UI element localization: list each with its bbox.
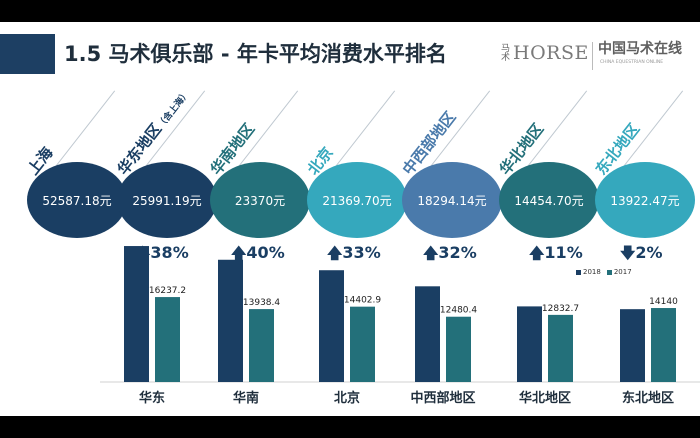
region-fee-bubble: 52587.18元 xyxy=(27,162,127,238)
china-equestrian-logo-en: CHINA EQUESTRIAN ONLINE xyxy=(600,60,664,65)
bar-2017-华东 xyxy=(155,297,180,382)
horse-logo-text: HORSE xyxy=(513,42,589,64)
bar-2017-中西部地区 xyxy=(446,316,471,382)
page-title: 1.5 马术俱乐部 - 年卡平均消费水平排名 xyxy=(64,42,447,66)
growth-indicator: 🡅40% xyxy=(231,243,285,268)
growth-value: 11% xyxy=(544,243,583,262)
region-fee-bubble: 14454.70元 xyxy=(499,162,599,238)
bar-2018-东北地区 xyxy=(620,309,645,382)
title-accent-bar xyxy=(0,34,55,74)
region-fee-bubble: 21369.70元 xyxy=(307,162,407,238)
growth-value: 32% xyxy=(438,243,477,262)
bar-2018-北京 xyxy=(319,270,344,382)
bar-2017-华北地区 xyxy=(548,314,573,382)
slide: 1.5 马术俱乐部 - 年卡平均消费水平排名 马术 HORSE 中国马术在线 CH… xyxy=(0,22,700,416)
x-tick-label: 华北地区 xyxy=(519,390,571,406)
growth-value: 40% xyxy=(246,243,285,262)
bar-2017-北京 xyxy=(350,306,375,382)
growth-indicator: 🡇2% xyxy=(620,243,663,268)
region-fee-bubble: 18294.14元 xyxy=(402,162,502,238)
bar-2017-华南 xyxy=(249,309,274,382)
x-tick-label: 东北地区 xyxy=(622,390,674,406)
arrow-up-icon: 🡅 xyxy=(529,244,545,262)
region-fee-bubble: 25991.19元 xyxy=(117,162,217,238)
data-label-2017: 12480.4 xyxy=(440,306,477,316)
data-label-2017: 13938.4 xyxy=(243,298,280,308)
growth-indicator: 🡅11% xyxy=(529,243,583,268)
data-label-2017: 12832.7 xyxy=(542,304,579,314)
arrow-up-icon: 🡅 xyxy=(423,244,439,262)
bar-2018-华北地区 xyxy=(517,306,542,382)
growth-indicator: 🡅32% xyxy=(423,243,477,268)
data-label-2017: 16237.2 xyxy=(149,286,186,296)
growth-indicator: 🡅33% xyxy=(327,243,381,268)
data-label-2017: 14402.9 xyxy=(344,296,381,306)
china-equestrian-logo: 中国马术在线 xyxy=(598,41,682,57)
logo-divider xyxy=(592,42,593,70)
horse-logo-prefix: 马术 xyxy=(501,44,511,63)
region-fee-bubble: 23370元 xyxy=(210,162,310,238)
bar-2018-华南 xyxy=(218,259,243,382)
growth-value: 2% xyxy=(635,243,663,262)
bar-2018-华东 xyxy=(124,246,149,382)
data-label-2017: 14140 xyxy=(649,297,678,307)
legend-2018: 2018 xyxy=(576,268,601,276)
arrow-up-icon: 🡅 xyxy=(231,244,247,262)
growth-value: 33% xyxy=(342,243,381,262)
x-tick-label: 中西部地区 xyxy=(410,390,475,406)
bar-chart: 16237.2 华东 13938.4 华南 14402.9 北京 12480.4 中西部地区 1… xyxy=(100,246,700,406)
x-tick-label: 华南 xyxy=(233,390,259,406)
arrow-down-icon: 🡇 xyxy=(620,244,636,262)
growth-value: 38% xyxy=(150,243,189,262)
bar-2017-东北地区 xyxy=(651,308,676,382)
x-tick-label: 华东 xyxy=(139,390,165,406)
bar-2018-中西部地区 xyxy=(415,286,440,382)
region-fee-bubble: 13922.47元 xyxy=(595,162,695,238)
arrow-up-icon: 🡅 xyxy=(327,244,343,262)
x-tick-label: 北京 xyxy=(334,390,360,406)
chart-legend: 2018 2017 xyxy=(576,268,632,276)
horse-logo: 马术 HORSE xyxy=(501,42,589,64)
legend-2017: 2017 xyxy=(606,268,632,276)
